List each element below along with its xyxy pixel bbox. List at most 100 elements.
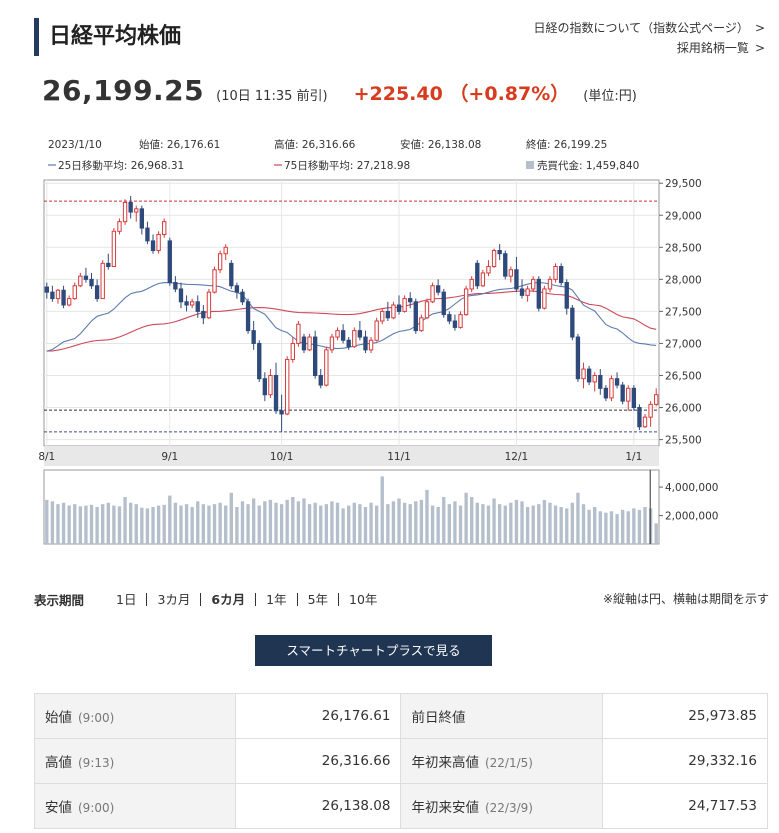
candle-body (441, 291, 446, 316)
info-low: 安値: 26,138.08 (400, 138, 481, 151)
volume-bar (73, 504, 77, 544)
volume-bar (156, 505, 161, 544)
volume-bar (61, 502, 66, 544)
table-label-sub: (9:00) (78, 711, 115, 725)
smart-chart-button[interactable]: スマートチャートプラスで見る (255, 635, 492, 666)
volume-bar (386, 504, 390, 544)
candle-body (458, 314, 463, 328)
price-chart[interactable]: 2023/1/10 始値: 26,176.61 高値: 26,316.66 安値: 2… (34, 130, 724, 550)
table-value: 29,332.16 (601, 738, 769, 784)
info-date: 2023/1/10 (48, 139, 102, 151)
x-tick-label: 11/1 (387, 451, 411, 463)
candle-body (480, 272, 486, 287)
top-links: 日経の指数について（指数公式ページ） > 採用銘柄一覧 > (534, 18, 765, 58)
candle-body (642, 416, 648, 428)
volume-bar (537, 504, 541, 544)
volume-bar (503, 505, 507, 544)
page-title-bar: 日経平均株価 (34, 18, 181, 56)
ma25-line (46, 282, 657, 352)
volume-bar (430, 505, 435, 544)
table-label-cell: 高値 (9:13) (33, 738, 237, 784)
volume-bar (224, 505, 228, 544)
candle-body (72, 285, 77, 300)
constituents-link[interactable]: 採用銘柄一覧 > (534, 38, 765, 58)
volume-bar (593, 507, 597, 544)
index-about-link[interactable]: 日経の指数について（指数公式ページ） > (534, 18, 765, 38)
volume-bar (531, 505, 535, 544)
price-tick-label: 28,000 (665, 274, 702, 286)
candle-body (206, 291, 212, 319)
volume-legend-swatch (526, 161, 534, 169)
volume-bar (263, 501, 267, 544)
candle-body (122, 201, 128, 223)
candle-body (184, 301, 189, 306)
volume-bar (492, 498, 496, 544)
period-option[interactable]: 5年 (296, 593, 338, 606)
volume-bar (140, 507, 144, 544)
volume-bar (145, 508, 150, 544)
candle-body (279, 410, 284, 415)
volume-bar (302, 498, 306, 544)
candle-body (223, 246, 228, 255)
period-option[interactable]: 1年 (255, 593, 296, 606)
candle-body (66, 298, 72, 306)
volume-bar (201, 504, 206, 544)
price-summary-table: 始値 (9:00) 26,176.61 前日終値 25,973.85 高値 (9:13) 26… (33, 693, 769, 829)
volume-bar (168, 495, 172, 544)
volume-bar (380, 476, 384, 544)
table-label: 前日終値 (411, 710, 466, 726)
volume-bar (89, 504, 94, 544)
volume-bar (397, 498, 401, 544)
candle-body (575, 336, 581, 380)
volume-bar (319, 505, 323, 544)
x-tick-label: 10/1 (270, 451, 294, 463)
table-value: 25,973.85 (601, 693, 769, 739)
volume-bar (464, 492, 468, 544)
candle-body (463, 288, 469, 316)
price-tick-label: 26,500 (665, 370, 702, 382)
candle-body (335, 330, 340, 338)
volume-bar (470, 497, 474, 544)
volume-bar (117, 506, 122, 544)
table-label-sub: (9:13) (78, 756, 115, 770)
volume-bar (609, 511, 614, 544)
candle-body (614, 378, 620, 386)
candle-body (50, 291, 55, 300)
volume-bar (240, 501, 245, 544)
table-row: 高値 (9:13) 26,316.66 年初来高値 (22/1/5) 29,332.16 (33, 738, 769, 784)
candle-body (497, 250, 502, 255)
price-change: +225.40 （+0.87%） (353, 83, 570, 105)
candle-body (413, 301, 418, 332)
volume-bar (358, 504, 362, 544)
candle-body (106, 262, 111, 268)
candle-body (586, 368, 592, 383)
price-tick-label: 25,500 (665, 435, 702, 447)
table-label-cell: 始値 (9:00) (33, 693, 237, 739)
volume-bar (643, 507, 647, 544)
volume-bar (520, 501, 524, 544)
current-price: 26,199.25 (42, 74, 205, 107)
period-option[interactable]: 1日 (116, 592, 137, 607)
period-label: 表示期間 (34, 593, 85, 608)
volume-tick-label: 2,000,000 (665, 511, 718, 523)
volume-bar (581, 504, 586, 544)
table-label-cell: 安値 (9:00) (33, 783, 237, 829)
candle-body (173, 282, 178, 290)
candle-body (307, 336, 312, 351)
volume-bar (369, 502, 373, 544)
price-tick-label: 27,500 (665, 306, 702, 318)
volume-bar (637, 509, 642, 544)
candle-body (94, 285, 100, 300)
table-label-cell: 前日終値 (400, 693, 603, 739)
candle-body (547, 278, 553, 290)
volume-bar (654, 523, 658, 544)
volume-bar (196, 501, 200, 544)
volume-bar (45, 499, 49, 544)
period-option[interactable]: 10年 (338, 593, 387, 606)
volume-bar (251, 498, 256, 544)
period-option[interactable]: 3カ月 (146, 593, 200, 606)
candle-body (475, 262, 480, 287)
period-option[interactable]: 6カ月 (200, 593, 255, 606)
info-high: 高値: 26,316.66 (274, 138, 356, 151)
volume-bar (632, 508, 636, 544)
